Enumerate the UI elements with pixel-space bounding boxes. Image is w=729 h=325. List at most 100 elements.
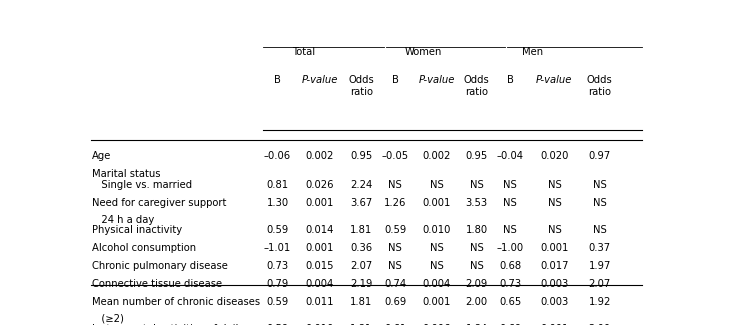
Text: B: B [507, 75, 514, 85]
Text: NS: NS [389, 243, 402, 253]
Text: B: B [391, 75, 399, 85]
Text: 0.73: 0.73 [499, 279, 521, 289]
Text: NS: NS [547, 180, 561, 190]
Text: 0.011: 0.011 [305, 296, 334, 306]
Text: 0.69: 0.69 [384, 296, 406, 306]
Text: Alcohol consumption: Alcohol consumption [93, 243, 196, 253]
Text: NS: NS [504, 198, 517, 208]
Text: P-value: P-value [537, 75, 572, 85]
Text: 0.37: 0.37 [588, 243, 611, 253]
Text: –1.01: –1.01 [264, 243, 291, 253]
Text: –0.05: –0.05 [381, 151, 409, 161]
Text: B: B [274, 75, 281, 85]
Text: Odds
ratio: Odds ratio [587, 75, 612, 97]
Text: NS: NS [389, 180, 402, 190]
Text: Single vs. married: Single vs. married [93, 180, 192, 190]
Text: NS: NS [547, 226, 561, 235]
Text: 0.68: 0.68 [499, 261, 521, 271]
Text: 0.001: 0.001 [540, 324, 569, 325]
Text: 0.69: 0.69 [499, 324, 521, 325]
Text: 24 h a day: 24 h a day [93, 215, 155, 225]
Text: NS: NS [430, 261, 444, 271]
Text: 0.59: 0.59 [266, 226, 289, 235]
Text: 0.95: 0.95 [465, 151, 488, 161]
Text: NS: NS [504, 180, 517, 190]
Text: Marital status: Marital status [93, 169, 161, 179]
Text: 0.65: 0.65 [499, 296, 521, 306]
Text: 0.74: 0.74 [384, 279, 406, 289]
Text: –0.04: –0.04 [497, 151, 524, 161]
Text: Men: Men [522, 46, 543, 57]
Text: NS: NS [593, 180, 607, 190]
Text: 1.81: 1.81 [350, 296, 373, 306]
Text: 0.010: 0.010 [423, 226, 451, 235]
Text: NS: NS [430, 243, 444, 253]
Text: Connective tissue disease: Connective tissue disease [93, 279, 222, 289]
Text: –0.06: –0.06 [264, 151, 291, 161]
Text: 3.67: 3.67 [350, 198, 373, 208]
Text: 3.53: 3.53 [465, 198, 488, 208]
Text: Odds
ratio: Odds ratio [348, 75, 374, 97]
Text: 0.014: 0.014 [305, 226, 334, 235]
Text: Odds
ratio: Odds ratio [464, 75, 489, 97]
Text: 0.002: 0.002 [423, 151, 451, 161]
Text: 0.015: 0.015 [305, 261, 334, 271]
Text: NS: NS [593, 226, 607, 235]
Text: 0.61: 0.61 [384, 324, 406, 325]
Text: 1.26: 1.26 [384, 198, 406, 208]
Text: 2.19: 2.19 [350, 279, 373, 289]
Text: 2.00: 2.00 [588, 324, 611, 325]
Text: 0.003: 0.003 [540, 296, 569, 306]
Text: 0.020: 0.020 [540, 151, 569, 161]
Text: NS: NS [469, 243, 483, 253]
Text: 2.07: 2.07 [588, 279, 611, 289]
Text: 2.09: 2.09 [465, 279, 488, 289]
Text: NS: NS [389, 261, 402, 271]
Text: 2.00: 2.00 [465, 296, 488, 306]
Text: 0.81: 0.81 [267, 180, 289, 190]
Text: 0.001: 0.001 [540, 243, 569, 253]
Text: NS: NS [504, 226, 517, 235]
Text: 0.004: 0.004 [305, 279, 334, 289]
Text: 1.80: 1.80 [465, 226, 488, 235]
Text: 1.81: 1.81 [350, 226, 373, 235]
Text: NS: NS [430, 180, 444, 190]
Text: (≥2): (≥2) [93, 313, 124, 323]
Text: 1.92: 1.92 [588, 296, 611, 306]
Text: Need for caregiver support: Need for caregiver support [93, 198, 227, 208]
Text: 0.59: 0.59 [266, 324, 289, 325]
Text: NS: NS [469, 180, 483, 190]
Text: P-value: P-value [302, 75, 338, 85]
Text: Mean number of chronic diseases: Mean number of chronic diseases [93, 296, 260, 306]
Text: 1.97: 1.97 [588, 261, 611, 271]
Text: NS: NS [469, 261, 483, 271]
Text: 0.006: 0.006 [423, 324, 451, 325]
Text: Women: Women [405, 46, 442, 57]
Text: 0.004: 0.004 [423, 279, 451, 289]
Text: 2.24: 2.24 [350, 180, 373, 190]
Text: 0.59: 0.59 [266, 296, 289, 306]
Text: 0.36: 0.36 [350, 243, 373, 253]
Text: NS: NS [547, 198, 561, 208]
Text: Total: Total [292, 46, 315, 57]
Text: 0.026: 0.026 [305, 180, 334, 190]
Text: 2.07: 2.07 [350, 261, 373, 271]
Text: 1.81: 1.81 [350, 324, 373, 325]
Text: 0.97: 0.97 [588, 151, 611, 161]
Text: Instrumental activities of daily: Instrumental activities of daily [93, 324, 244, 325]
Text: 0.59: 0.59 [384, 226, 406, 235]
Text: Age: Age [93, 151, 112, 161]
Text: 0.79: 0.79 [266, 279, 289, 289]
Text: 1.84: 1.84 [465, 324, 488, 325]
Text: 0.001: 0.001 [305, 198, 334, 208]
Text: 0.001: 0.001 [423, 198, 451, 208]
Text: 0.002: 0.002 [305, 151, 334, 161]
Text: 0.003: 0.003 [540, 279, 569, 289]
Text: 1.30: 1.30 [267, 198, 289, 208]
Text: Chronic pulmonary disease: Chronic pulmonary disease [93, 261, 228, 271]
Text: 0.95: 0.95 [350, 151, 373, 161]
Text: Physical inactivity: Physical inactivity [93, 226, 182, 235]
Text: 0.017: 0.017 [540, 261, 569, 271]
Text: –1.00: –1.00 [496, 243, 524, 253]
Text: 0.73: 0.73 [267, 261, 289, 271]
